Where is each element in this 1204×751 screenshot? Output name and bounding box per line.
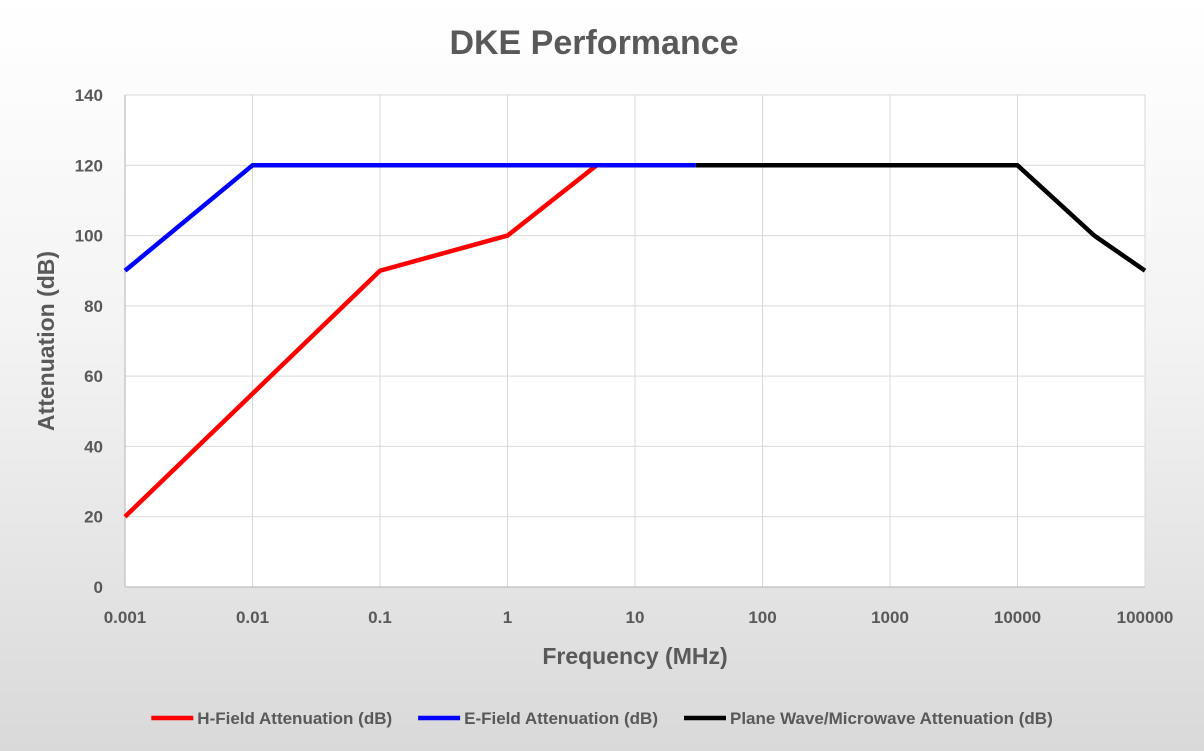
legend-label: H-Field Attenuation (dB) (197, 709, 392, 728)
y-tick-label: 100 (75, 227, 103, 246)
x-tick-label: 10 (626, 608, 645, 627)
x-tick-label: 100 (748, 608, 776, 627)
legend-label: E-Field Attenuation (dB) (464, 709, 658, 728)
y-tick-label: 20 (84, 508, 103, 527)
axes (124, 95, 1145, 588)
series-line-2 (123, 163, 696, 273)
legend-item-3: Plane Wave/Microwave Attenuation (dB) (684, 709, 1053, 728)
x-tick-label: 1 (503, 608, 512, 627)
legend-item-1: H-Field Attenuation (dB) (151, 709, 392, 728)
x-tick-label: 1000 (871, 608, 909, 627)
x-tick-label: 0.01 (236, 608, 269, 627)
y-tick-label: 120 (75, 156, 103, 175)
legend-item-2: E-Field Attenuation (dB) (418, 709, 658, 728)
y-tick-label: 140 (75, 86, 103, 105)
series-lines (123, 163, 1147, 519)
x-tick-label: 0.001 (104, 608, 147, 627)
x-tick-label: 10000 (994, 608, 1041, 627)
x-tick-label: 0.1 (368, 608, 392, 627)
x-axis-title: Frequency (MHz) (542, 643, 727, 669)
y-tick-label: 60 (84, 367, 103, 386)
series-line-1 (123, 163, 598, 519)
legend: H-Field Attenuation (dB) E-Field Attenuat… (151, 709, 1053, 728)
y-tick-label: 0 (94, 578, 103, 597)
chart-title: DKE Performance (449, 24, 738, 62)
tick-labels: 0 20 40 60 80 100 120 140 0.001 0.01 0.1 1 10 100 1000… (75, 86, 1174, 627)
y-axis-title: Attenuation (dB) (33, 251, 59, 431)
grid-lines (125, 94, 1146, 587)
x-tick-label: 100000 (1117, 608, 1174, 627)
y-tick-label: 40 (84, 437, 103, 456)
legend-label: Plane Wave/Microwave Attenuation (dB) (730, 709, 1053, 728)
y-tick-label: 80 (84, 297, 103, 316)
series-line-3 (695, 163, 1147, 273)
